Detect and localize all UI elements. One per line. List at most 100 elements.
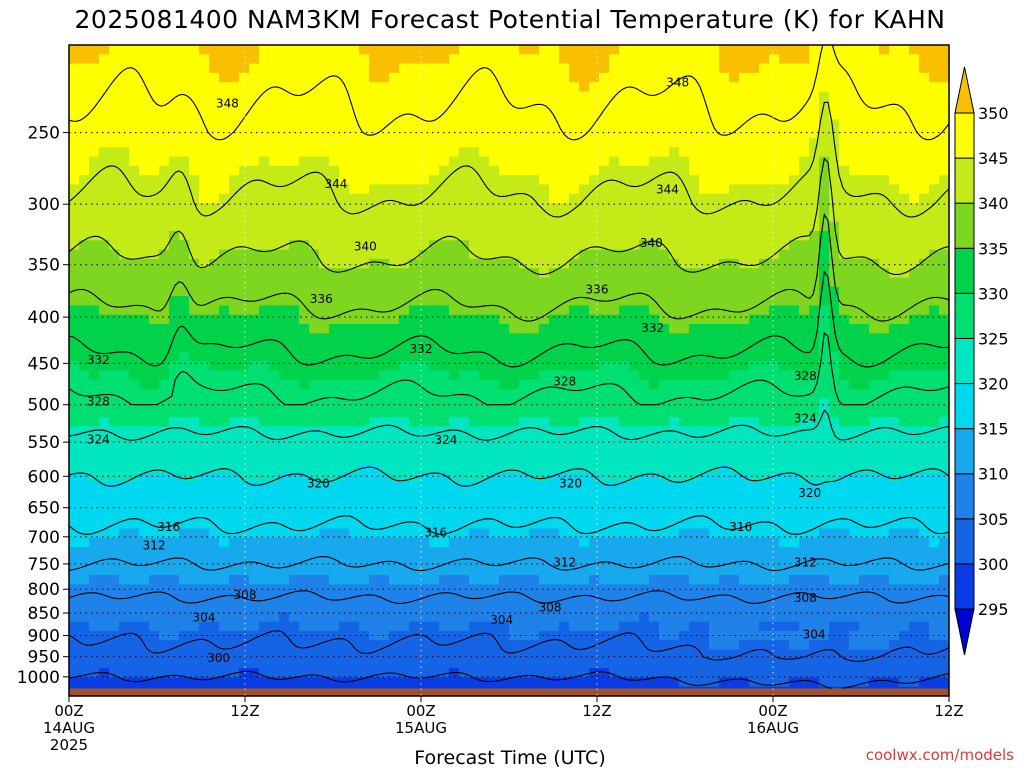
- heatmap-cell: [409, 305, 420, 316]
- heatmap-cell: [619, 379, 630, 390]
- heatmap-cell: [709, 119, 720, 130]
- heatmap-cell: [379, 128, 390, 139]
- heatmap-cells: [69, 45, 949, 696]
- heatmap-cell: [819, 537, 830, 548]
- heatmap-cell: [509, 547, 520, 558]
- heatmap-cell: [389, 221, 400, 232]
- heatmap-cell: [309, 156, 320, 167]
- heatmap-cell: [679, 268, 690, 279]
- heatmap-cell: [409, 519, 420, 530]
- heatmap-cell: [529, 342, 540, 353]
- heatmap-cell: [209, 324, 220, 334]
- heatmap-cell: [759, 491, 770, 502]
- heatmap-cell: [259, 110, 270, 120]
- heatmap-cell: [819, 119, 830, 130]
- heatmap-cell: [759, 110, 770, 120]
- heatmap-cell: [779, 482, 790, 492]
- heatmap-cell: [569, 528, 580, 539]
- heatmap-cell: [149, 324, 160, 334]
- heatmap-cell: [919, 472, 930, 483]
- heatmap-cell: [479, 258, 490, 269]
- heatmap-cell: [559, 314, 570, 325]
- heatmap-cell: [549, 91, 560, 102]
- heatmap-cell: [889, 454, 900, 465]
- heatmap-cell: [259, 82, 270, 93]
- heatmap-cell: [869, 407, 880, 418]
- heatmap-cell: [289, 444, 300, 455]
- heatmap-cell: [279, 221, 290, 232]
- heatmap-cell: [269, 258, 280, 269]
- heatmap-cell: [439, 147, 450, 158]
- heatmap-cell: [479, 147, 490, 158]
- heatmap-cell: [619, 510, 630, 520]
- heatmap-cell: [479, 333, 490, 344]
- heatmap-cell: [319, 482, 330, 492]
- heatmap-cell: [289, 472, 300, 483]
- heatmap-cell: [249, 165, 260, 176]
- heatmap-cell: [379, 379, 390, 390]
- heatmap-cell: [649, 407, 660, 418]
- heatmap-cell: [539, 258, 550, 269]
- heatmap-cell: [869, 426, 880, 437]
- heatmap-cell: [719, 110, 730, 120]
- heatmap-cell: [499, 379, 510, 390]
- heatmap-cell: [409, 500, 420, 511]
- heatmap-cell: [759, 286, 770, 297]
- heatmap-cell: [399, 45, 410, 55]
- heatmap-cell: [879, 258, 890, 269]
- heatmap-cell: [789, 417, 800, 427]
- heatmap-cell: [159, 138, 170, 148]
- heatmap-cell: [519, 361, 530, 372]
- heatmap-cell: [899, 156, 910, 167]
- heatmap-cell: [169, 147, 180, 158]
- heatmap-cell: [599, 175, 610, 186]
- heatmap-cell: [179, 510, 190, 520]
- heatmap-cell: [609, 221, 620, 232]
- heatmap-cell: [709, 156, 720, 167]
- heatmap-cell: [769, 556, 780, 567]
- heatmap-cell: [579, 147, 590, 158]
- heatmap-cell: [289, 565, 300, 576]
- heatmap-cell: [739, 258, 750, 269]
- heatmap-cell: [639, 370, 650, 381]
- heatmap-cell: [619, 268, 630, 279]
- heatmap-cell: [309, 63, 320, 74]
- heatmap-cell: [279, 54, 290, 65]
- heatmap-cell: [219, 240, 230, 251]
- heatmap-cell: [789, 500, 800, 511]
- heatmap-cell: [619, 119, 630, 130]
- heatmap-cell: [169, 407, 180, 418]
- heatmap-cell: [219, 454, 230, 465]
- heatmap-cell: [169, 342, 180, 353]
- heatmap-cell: [569, 156, 580, 167]
- heatmap-cell: [799, 296, 810, 306]
- heatmap-cell: [919, 463, 930, 474]
- heatmap-cell: [799, 519, 810, 530]
- heatmap-cell: [449, 231, 460, 241]
- heatmap-cell: [109, 324, 120, 334]
- heatmap-cell: [679, 72, 690, 83]
- heatmap-cell: [139, 463, 150, 474]
- heatmap-cell: [339, 119, 350, 130]
- heatmap-cell: [349, 165, 360, 176]
- heatmap-cell: [319, 203, 330, 213]
- heatmap-cell: [149, 314, 160, 325]
- heatmap-cell: [169, 296, 180, 306]
- heatmap-cell: [299, 286, 310, 297]
- heatmap-cell: [839, 426, 850, 437]
- heatmap-cell: [509, 138, 520, 148]
- heatmap-cell: [219, 389, 230, 399]
- heatmap-cell: [339, 547, 350, 558]
- heatmap-cell: [719, 249, 730, 260]
- heatmap-cell: [699, 165, 710, 176]
- heatmap-cell: [469, 426, 480, 437]
- heatmap-cell: [209, 510, 220, 520]
- heatmap-cell: [529, 528, 540, 539]
- heatmap-cell: [119, 63, 130, 74]
- heatmap-cell: [679, 510, 690, 520]
- heatmap-cell: [679, 435, 690, 446]
- heatmap-cell: [909, 500, 920, 511]
- heatmap-cell: [489, 45, 500, 55]
- heatmap-cell: [729, 537, 740, 548]
- heatmap-cell: [909, 389, 920, 399]
